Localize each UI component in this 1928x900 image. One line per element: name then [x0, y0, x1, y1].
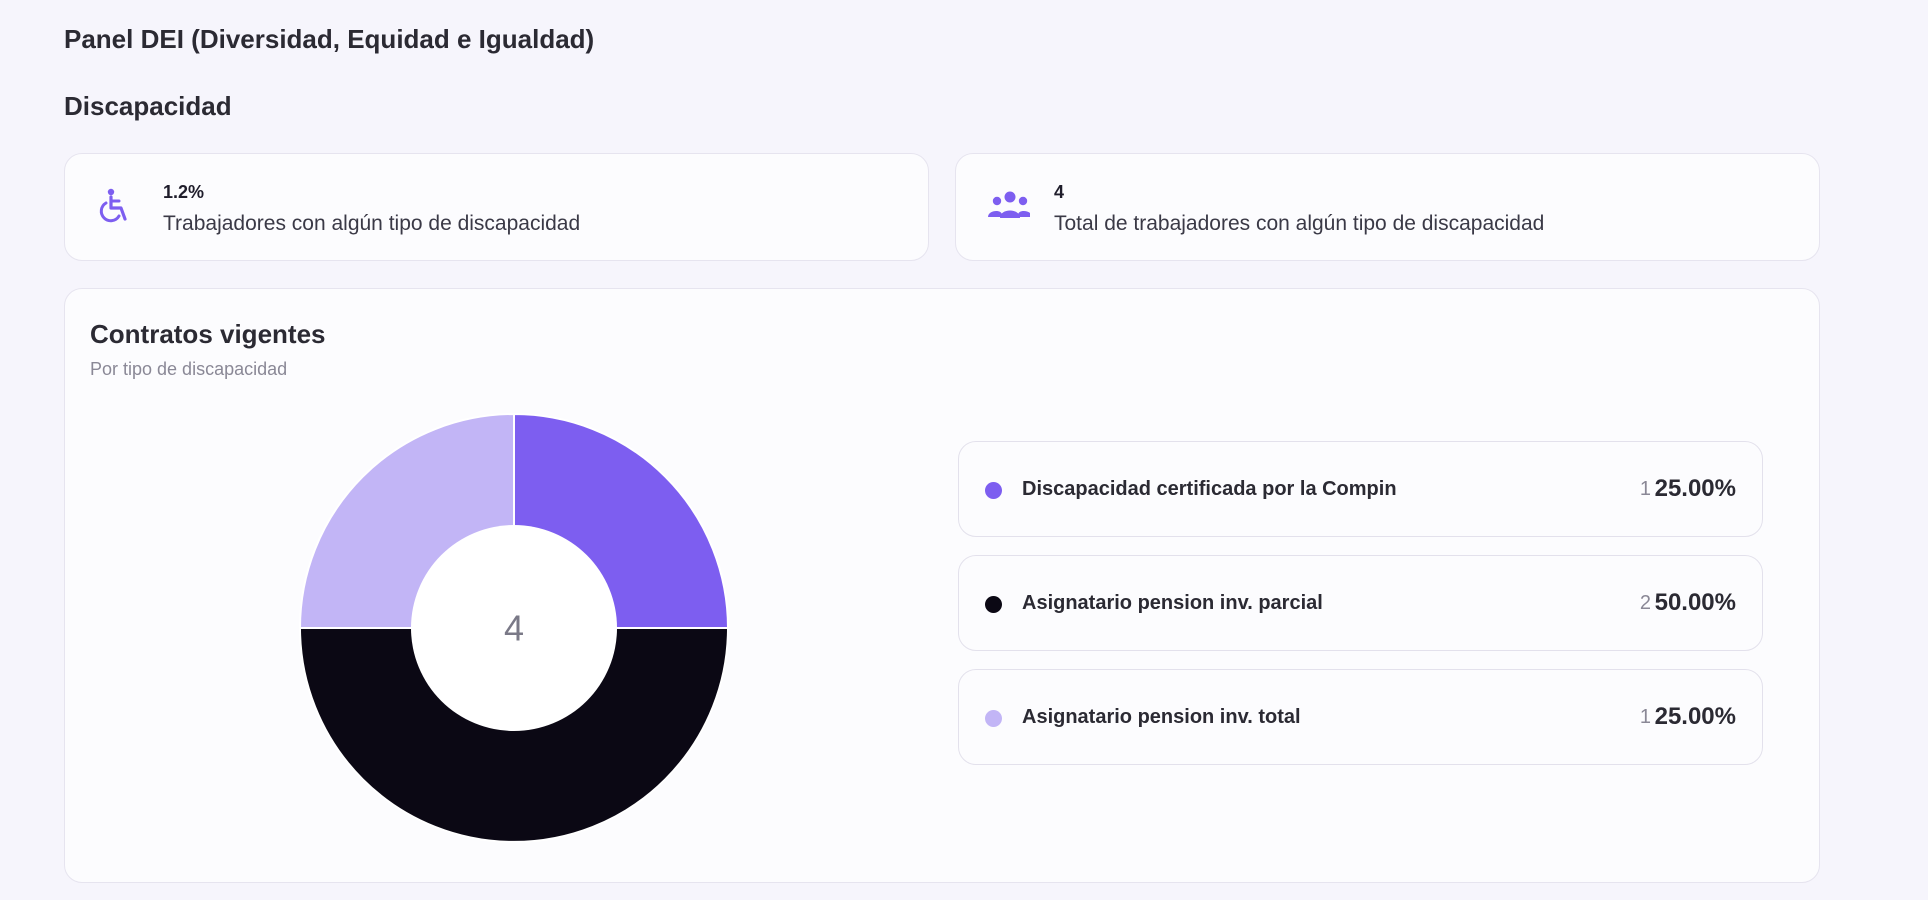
legend-count: 1 — [1639, 706, 1651, 728]
legend-dot — [985, 710, 1002, 727]
legend-label: Asignatario pension inv. total — [1022, 706, 1301, 728]
legend-count: 1 — [1639, 478, 1651, 500]
legend-label: Asignatario pension inv. parcial — [1022, 592, 1323, 614]
donut-hole — [411, 525, 617, 731]
legend-percentage: 25.00% — [1654, 475, 1736, 502]
group-icon — [988, 191, 1030, 218]
chart-title: Contratos vigentes — [90, 319, 326, 349]
stat-label: Trabajadores con algún tipo de discapaci… — [163, 212, 581, 235]
legend-item[interactable]: Discapacidad certificada por la Compin 1… — [958, 441, 1763, 537]
legend-dot — [985, 482, 1002, 499]
wheelchair-icon — [99, 188, 127, 223]
stat-card-total: 4 Total de trabajadores con algún tipo d… — [955, 153, 1820, 261]
chart-subtitle: Por tipo de discapacidad — [90, 359, 288, 379]
legend-count: 2 — [1639, 592, 1651, 614]
donut-chart[interactable]: 4 — [299, 413, 729, 843]
legend-percentage: 25.00% — [1654, 703, 1736, 730]
stat-card-percentage: 1.2% Trabajadores con algún tipo de disc… — [64, 153, 929, 261]
legend-percentage: 50.00% — [1654, 589, 1736, 616]
chart-card: Contratos vigentes Por tipo de discapaci… — [64, 288, 1820, 883]
stat-value: 4 — [1054, 182, 1065, 202]
section-title: Discapacidad — [64, 91, 232, 121]
donut-total: 4 — [504, 608, 524, 649]
stat-value: 1.2% — [163, 182, 205, 202]
donut-slice[interactable] — [299, 627, 729, 843]
legend-dot — [985, 596, 1002, 613]
stat-label: Total de trabajadores con algún tipo de … — [1054, 212, 1545, 235]
legend-label: Discapacidad certificada por la Compin — [1022, 478, 1397, 500]
legend-item[interactable]: Asignatario pension inv. total 1 25.00% — [958, 669, 1763, 765]
page-title: Panel DEI (Diversidad, Equidad e Igualda… — [64, 24, 595, 54]
legend-item[interactable]: Asignatario pension inv. parcial 2 50.00… — [958, 555, 1763, 651]
